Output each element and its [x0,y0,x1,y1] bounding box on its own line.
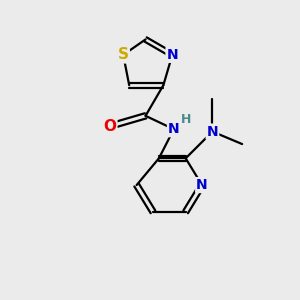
Text: N: N [167,48,178,62]
Text: O: O [103,119,116,134]
Text: H: H [181,113,191,126]
Text: N: N [196,178,208,192]
Text: S: S [118,47,129,62]
Text: N: N [207,124,218,139]
Text: N: N [168,122,180,136]
